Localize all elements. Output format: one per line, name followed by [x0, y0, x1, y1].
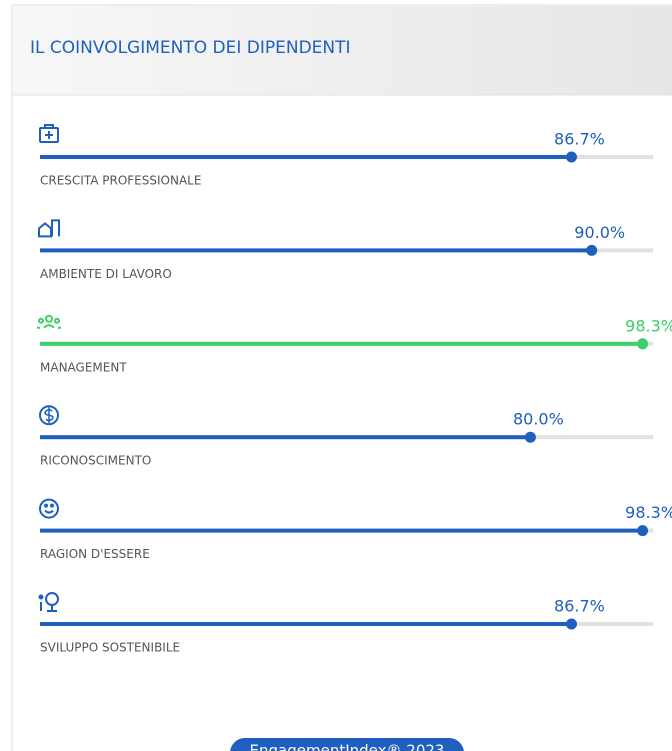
progress-knob: [586, 244, 598, 256]
icon-part: [40, 602, 57, 612]
value-label: 86.7%: [554, 130, 605, 149]
icon-part: [38, 317, 44, 324]
icon-part: [44, 503, 48, 508]
footer-badge: [230, 738, 464, 751]
icon-part: [44, 509, 54, 514]
progress-fill: [40, 341, 643, 346]
progress-fill: [40, 622, 572, 626]
value-label: 98.3%: [625, 503, 672, 522]
item-label: SVILUPPO SOSTENIBILE: [40, 641, 180, 655]
footer-text: EngagementIndex® 2023: [250, 742, 445, 751]
item-label: AMBIENTE DI LAVORO: [40, 267, 172, 281]
icon-part: [50, 503, 54, 508]
icon: [38, 592, 59, 612]
progress-fill: [40, 155, 572, 159]
icon-part: [37, 324, 61, 329]
progress-knob: [637, 338, 649, 350]
icon-part: [45, 314, 53, 323]
icon-part: [39, 405, 59, 426]
item-label: RICONOSCIMENTO: [40, 454, 151, 468]
progress-fill: [40, 528, 643, 533]
icon-part: [38, 219, 60, 238]
progress-knob: [565, 151, 577, 163]
icon-part: [39, 127, 59, 143]
value-label: 86.7%: [554, 597, 605, 616]
icon-part: [54, 317, 60, 324]
progress-knob: [565, 618, 577, 630]
card-header: [13, 6, 672, 95]
icon: [39, 124, 59, 143]
progress-fill: [40, 248, 592, 253]
value-label: 90.0%: [574, 223, 625, 242]
progress-knob: [637, 525, 649, 537]
title: IL COINVOLGIMENTO DEI DIPENDENTI: [30, 38, 351, 58]
icon-part: [44, 124, 54, 139]
progress-knob: [524, 431, 536, 443]
value-label: 98.3%: [625, 316, 672, 335]
item-label: RAGION D'ESSERE: [40, 547, 150, 561]
value-label: 80.0%: [513, 410, 564, 429]
item-label: MANAGEMENT: [40, 360, 127, 374]
card: [11, 4, 672, 751]
icon: [38, 219, 60, 238]
icon-part: [44, 407, 54, 424]
icon: [39, 405, 59, 426]
icon-part: [38, 594, 44, 600]
icon-part: [39, 498, 59, 519]
item-label: CRESCITA PROFESSIONALE: [40, 174, 201, 188]
icon: [37, 314, 61, 329]
progress-fill: [40, 435, 531, 440]
icon: [39, 498, 59, 519]
